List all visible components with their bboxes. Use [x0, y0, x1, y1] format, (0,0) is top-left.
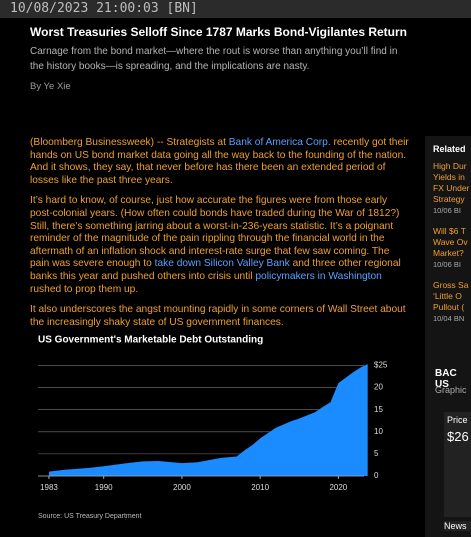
item-line: Will $6 T	[433, 226, 466, 236]
item-line: Yields in	[433, 172, 465, 182]
chart-source: Source: US Treasury Department	[38, 513, 142, 520]
item-line: Market?	[433, 248, 464, 258]
y-tick-label: 10	[374, 427, 383, 436]
text: and three other regional banks this year…	[30, 258, 401, 282]
text: It’s hard to know, of course, just how a…	[30, 195, 400, 270]
y-tick-label: 5	[374, 449, 379, 458]
link[interactable]: Bank of America Corp.	[228, 137, 331, 148]
ticker[interactable]: BAC US	[435, 368, 457, 390]
text: recently got their hands on US bond mark…	[30, 137, 409, 186]
price-label: Price	[447, 415, 468, 425]
item-line: Wave Ov	[433, 237, 468, 247]
related-heading: Related	[433, 144, 466, 154]
price-value: $26	[447, 429, 469, 444]
text: (Bloomberg Businessweek) -- Strategists …	[30, 137, 229, 148]
area	[48, 364, 368, 476]
chart: US Government's Marketable Debt Outstand…	[38, 335, 388, 520]
link[interactable]: policymakers in Washington	[255, 270, 382, 282]
headline: Worst Treasuries Selloff Since 1787 Mark…	[30, 25, 408, 39]
paragraph: It’s hard to know, of course, just how a…	[30, 195, 410, 296]
paragraph: (Bloomberg Businessweek) -- Strategists …	[30, 137, 410, 187]
item-line: Strategy	[433, 194, 465, 204]
text: It also underscores the angst mounting r…	[30, 304, 406, 328]
x-tick-label: 2010	[251, 483, 269, 492]
link[interactable]: take down Silicon Valley Bank	[154, 258, 290, 270]
related-item[interactable]: Gross Sa ‘Little O Pullout ( 10/04 BN	[433, 280, 471, 324]
y-tick-label: 0	[374, 471, 379, 480]
chart-title: US Government's Marketable Debt Outstand…	[38, 335, 263, 346]
y-tick-label: $25	[374, 361, 388, 370]
item-line: High Dur	[433, 161, 467, 171]
graphic-label: Graphic	[435, 385, 467, 395]
article-body: (Bloomberg Businessweek) -- Strategists …	[30, 137, 410, 337]
item-date: 10/06 BI	[433, 206, 461, 215]
item-line: ‘Little O	[433, 291, 462, 301]
timestamp: 10/08/2023 21:00:03 [BN]	[0, 0, 471, 18]
item-line: Pullout (	[433, 302, 465, 312]
news-tab[interactable]: News	[444, 521, 471, 531]
x-tick-label: 2000	[173, 483, 191, 492]
paragraph: It also underscores the angst mounting r…	[30, 304, 410, 329]
text: rushed to prop them up.	[30, 283, 139, 295]
y-tick-label: 15	[374, 405, 383, 414]
subtitle: Carnage from the bond market—where the r…	[30, 46, 398, 72]
item-line: FX Under	[433, 183, 470, 193]
related-item[interactable]: Will $6 T Wave Ov Market? 10/06 BI	[433, 226, 471, 270]
item-date: 10/06 BI	[433, 260, 461, 269]
price-box: Price $26	[444, 412, 471, 517]
y-tick-label: 20	[374, 383, 383, 392]
item-date: 10/04 BN	[433, 314, 465, 323]
byline: By Ye Xie	[30, 81, 71, 92]
x-tick-label: 1983	[40, 483, 58, 492]
item-line: Gross Sa	[433, 280, 469, 290]
x-tick-label: 2020	[329, 483, 347, 492]
x-tick-label: 1990	[95, 483, 113, 492]
related-item[interactable]: High Dur Yields in FX Under Strategy 10/06 B…	[433, 161, 471, 216]
